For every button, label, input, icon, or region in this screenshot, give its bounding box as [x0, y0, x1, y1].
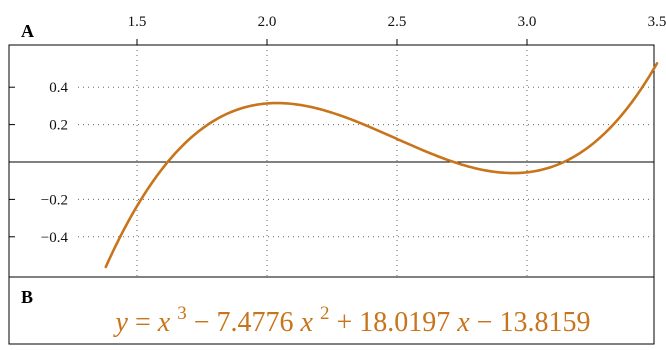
x-tick-label: 3.5: [648, 14, 666, 30]
eq-equals: =: [135, 307, 158, 338]
eq-term2: − 7.4776: [194, 307, 294, 338]
x-tick-label: 1.5: [128, 14, 147, 30]
y-tick-label: −0.4: [41, 230, 69, 246]
x-tick-label: 2.0: [258, 14, 277, 30]
panel-b-frame: [8, 276, 655, 345]
plot-frame: [8, 44, 655, 278]
y-axis: 0.4 0.2 −0.2 −0.4: [9, 80, 69, 246]
eq-y: y: [113, 307, 129, 338]
panel-a-label: A: [21, 21, 34, 41]
x-tick-label: 3.0: [518, 14, 537, 30]
eq-x2: x: [300, 307, 314, 338]
y-tick-label: 0.2: [49, 118, 68, 134]
eq-x3: x: [456, 307, 470, 338]
x-tick-label: 2.5: [388, 14, 407, 30]
x-axis: 1.5 2.0 2.5 3.0 3.5: [128, 14, 666, 45]
equation: y = x 3 − 7.4776 x 2 + 18.0197 x − 13.81…: [113, 295, 591, 338]
y-tick-label: 0.4: [49, 80, 68, 96]
eq-term4: − 13.8159: [477, 307, 591, 338]
panel-b-label: B: [21, 287, 33, 307]
grid: [78, 45, 654, 277]
y-tick-label: −0.2: [41, 192, 68, 208]
eq-term3: + 18.0197: [336, 307, 450, 338]
eq-pow3: 3: [177, 303, 187, 324]
eq-x1: x: [157, 307, 171, 338]
eq-pow2: 2: [320, 303, 330, 324]
curve-series: [104, 62, 659, 269]
